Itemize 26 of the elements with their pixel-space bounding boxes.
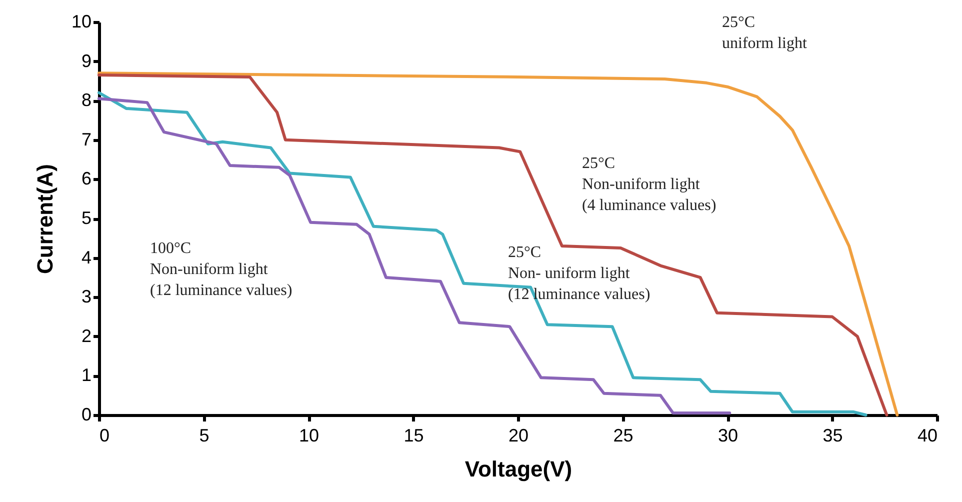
x-tick-label: 25 <box>613 426 634 446</box>
y-tick-label: 6 <box>81 168 92 189</box>
x-tick-label: 40 <box>917 426 938 446</box>
line-series <box>98 97 732 415</box>
y-tick-label: 3 <box>81 286 92 307</box>
y-tick-label: 9 <box>81 50 92 71</box>
x-tick-label: 15 <box>404 426 424 446</box>
y-tick-label: 10 <box>71 12 92 32</box>
y-axis-title: Current(A) <box>32 164 58 274</box>
x-tick-label: 35 <box>822 426 843 446</box>
y-tick-label: 8 <box>81 90 92 110</box>
x-axis-title: Voltage(V) <box>464 456 572 482</box>
y-tick-label: 7 <box>81 129 92 150</box>
x-tick-label: 5 <box>199 426 210 446</box>
y-tick-label: 5 <box>81 208 92 228</box>
y-tick-label: 4 <box>81 247 92 268</box>
series-label: 100°C Non-uniform light (12 luminance values) <box>150 240 292 299</box>
text: 25°C uniform light <box>722 14 808 52</box>
y-tick-label: 0 <box>81 404 92 424</box>
x-tick-label: 20 <box>508 426 529 446</box>
x-tick-label: 30 <box>718 426 738 446</box>
y-tick-label: 1 <box>81 365 92 386</box>
x-tick-label: 10 <box>298 426 320 446</box>
x-tick-label: 0 <box>100 426 110 446</box>
y-tick-label: 2 <box>81 326 92 346</box>
series-label: 25°C Non-uniform light (4 luminance values) <box>582 155 716 214</box>
